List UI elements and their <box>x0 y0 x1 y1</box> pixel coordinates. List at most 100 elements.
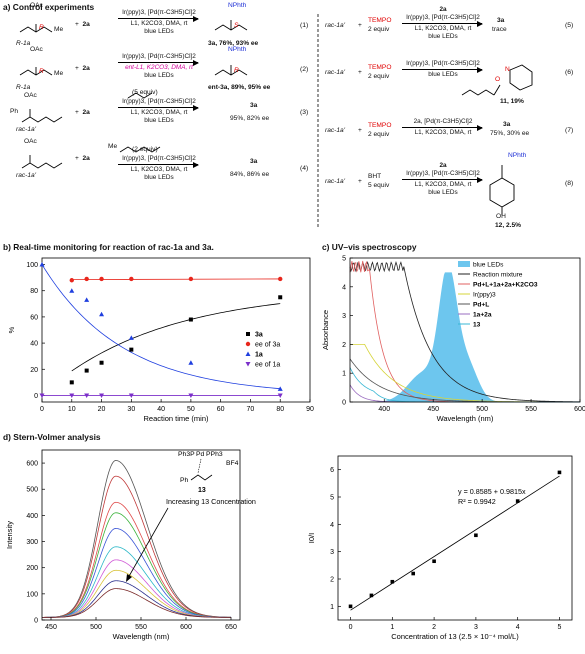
fit-line <box>350 475 560 611</box>
structure-stilbene <box>127 92 153 99</box>
eq6-substrate: rac-1a' <box>325 69 345 76</box>
y-tick-label: 0 <box>342 400 346 407</box>
x-tick-label: 60 <box>217 406 225 413</box>
reaction-mixture-line <box>349 260 581 403</box>
point-3a <box>99 360 104 365</box>
eq4-reagent: + 2a <box>75 155 90 162</box>
point-1a <box>99 311 105 317</box>
fit-r2: R² = 0.9942 <box>458 497 496 506</box>
y-tick-label: 20 <box>30 367 38 374</box>
x-tick-label: 400 <box>378 406 390 413</box>
eq8-prod-grp: NPhth <box>508 152 527 159</box>
point-3a <box>188 317 193 322</box>
eq3-sm-ph: Ph <box>10 108 19 115</box>
eq1-number: (1) <box>300 22 309 29</box>
x-axis-label: Wavelength (nm) <box>113 632 170 641</box>
eq2-sm-oac: OAc <box>30 46 43 53</box>
point-1a <box>84 297 90 302</box>
emission-curve <box>41 528 232 618</box>
point-3a <box>69 380 74 385</box>
x-tick-label: 500 <box>90 624 102 631</box>
x-tick-label: 70 <box>247 406 255 413</box>
y-tick-label: 200 <box>26 565 38 572</box>
point-3a <box>278 295 283 300</box>
x-tick-label: 550 <box>525 406 537 413</box>
eq2-conditions: Ir(ppy)3, [Pd(π-C3H5)Cl]2 ent-L1, K2CO3,… <box>118 53 200 80</box>
panel-b-title: b) Real-time monitoring for reaction of … <box>3 242 214 252</box>
eq7-yield: 75%, 30% ee <box>490 130 530 137</box>
eq5-yield: trace <box>492 26 507 33</box>
complex-ph3p: Ph3P <box>178 451 195 458</box>
complex-bf4: BF4 <box>226 460 239 467</box>
y-tick-label: 5 <box>330 495 334 502</box>
y-tick-label: 2 <box>342 342 346 349</box>
y-tick-label: 100 <box>26 591 38 598</box>
point-3a <box>84 368 89 373</box>
eq8-equiv: 5 equiv <box>368 182 390 189</box>
y-tick-label: 3 <box>342 313 346 320</box>
structure-rac-1a-row4 <box>21 155 63 169</box>
eq2-sm-label: R-1a <box>16 84 31 91</box>
x-tick-label: 0 <box>349 624 353 631</box>
eq8-product: 12, 2.5% <box>495 222 522 229</box>
complex-ph: Ph <box>180 477 189 484</box>
point-1a <box>39 262 45 267</box>
y-axis-label: Absorbance <box>321 310 330 350</box>
sv-point <box>411 571 416 576</box>
sv-point <box>515 499 520 503</box>
x-tick-label: 2 <box>432 624 436 631</box>
plot-frame <box>41 257 311 403</box>
eq5-number: (5) <box>565 22 574 29</box>
point-1a <box>188 360 194 365</box>
x-tick-label: 450 <box>45 624 57 631</box>
fit-1a <box>41 264 281 390</box>
y-tick-label: 300 <box>26 539 38 546</box>
emission-curve <box>41 501 232 618</box>
sv-point <box>348 604 353 609</box>
eq3-conditions: Ir(ppy)3, [Pd(π-C3H5)Cl]2 L1, K2CO3, DMA… <box>118 98 200 125</box>
x-tick-label: 1 <box>390 624 394 631</box>
y-tick-label: 2 <box>330 577 334 584</box>
increase-arrow <box>127 507 169 579</box>
legend-label: Pd+L+1a+2a+K2CO3 <box>473 282 538 289</box>
y-tick-label: 4 <box>330 522 334 529</box>
x-tick-label: 10 <box>68 406 76 413</box>
structure-11 <box>461 64 533 96</box>
plot-frame <box>337 455 573 621</box>
structure-ent-3a-row2 <box>214 65 248 76</box>
eq1-product: 3a, 76%, 93% ee <box>208 40 259 47</box>
eq2-sm-me: Me <box>54 70 64 77</box>
point-ee-3a <box>84 276 89 282</box>
eq1-sm-me: Me <box>54 26 64 33</box>
point-ee-1a <box>128 393 134 398</box>
eq1-sm-label: R-1a <box>16 40 31 47</box>
complex-label: 13 <box>198 487 206 494</box>
emission-curve <box>41 569 232 618</box>
sv-point <box>557 470 562 475</box>
chart-d-svg: 450 500 550 600 650 0 100 200 300 400 500 600 Wavele… <box>5 449 256 641</box>
eq5-product: 3a <box>497 17 505 24</box>
eq5-conditions: 2a Ir(ppy)3, [Pd(π-C3H5)Cl]2 L1, K2CO3, … <box>402 6 484 41</box>
y-tick-label: 0 <box>34 393 38 400</box>
x-tick-label: 40 <box>157 406 165 413</box>
complex-pph3: PPh3 <box>206 451 223 458</box>
y-tick-label: 3 <box>330 549 334 556</box>
x-tick-label: 600 <box>574 406 585 413</box>
eq4-conditions: Ir(ppy)3, [Pd(π-C3H5)Cl]2 L1, K2CO3, DMA… <box>118 155 200 182</box>
eq6-number: (6) <box>565 69 574 76</box>
eq2-prod-stereo: R <box>234 67 239 74</box>
y-tick-label: 5 <box>342 256 346 263</box>
eq2-sm-stereo: R <box>39 68 44 75</box>
legend-label: Ir(ppy)3 <box>473 292 496 299</box>
emission-curve <box>41 475 232 618</box>
point-ee-3a <box>188 276 194 282</box>
structure-triene <box>119 146 161 153</box>
x-tick-label: 3 <box>474 624 478 631</box>
eq3-reagent: + 2a <box>75 109 90 116</box>
sv-point <box>390 579 395 584</box>
eq4-yield: 84%, 86% ee <box>230 171 270 178</box>
point-ee-1a <box>39 393 45 398</box>
point-ee-3a <box>99 276 104 282</box>
y-tick-label: 4 <box>342 284 346 291</box>
eq2-product: ent-3a, 89%, 95% ee <box>208 84 271 91</box>
